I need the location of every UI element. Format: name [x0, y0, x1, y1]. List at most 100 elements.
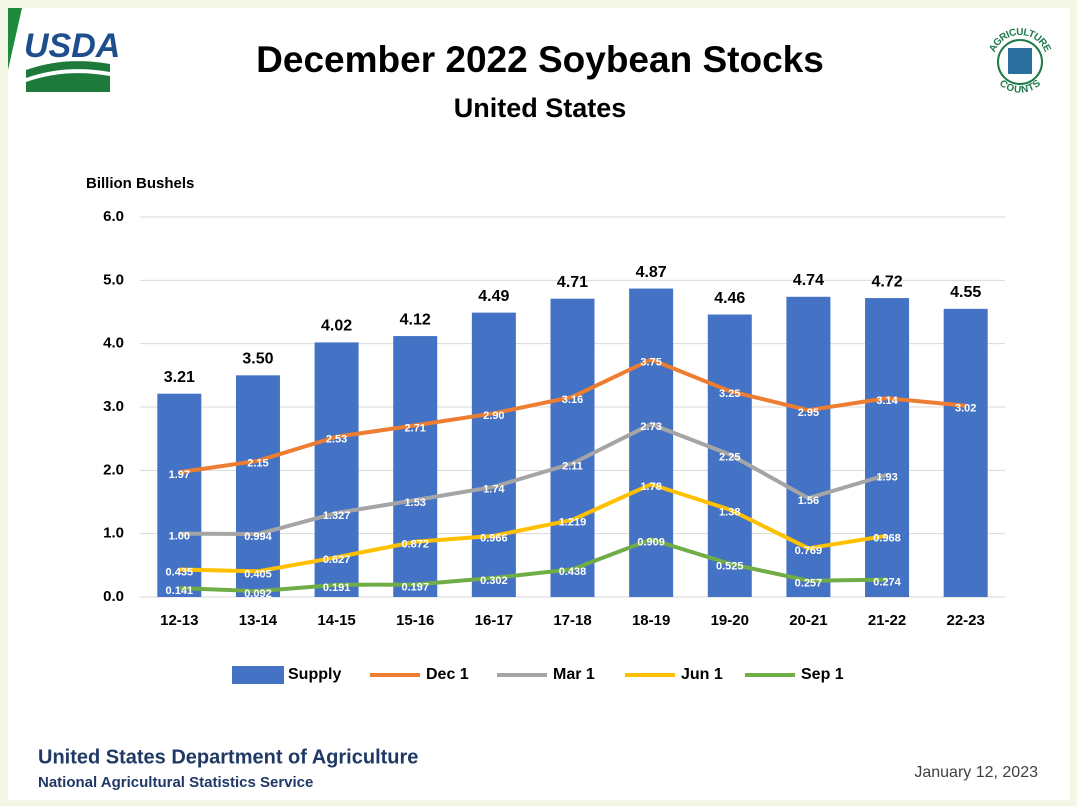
bar-value-label: 4.74 — [793, 272, 824, 289]
line-value-label: 2.90 — [483, 410, 504, 422]
y-tick-label: 6.0 — [103, 208, 124, 225]
x-tick-label: 15-16 — [396, 612, 434, 629]
line-value-label: 0.968 — [873, 533, 901, 545]
line-value-label: 1.97 — [169, 469, 190, 481]
bar-value-label: 4.87 — [636, 264, 667, 281]
line-value-label: 0.197 — [401, 581, 429, 593]
line-value-label: 1.56 — [798, 495, 819, 507]
line-value-label: 3.25 — [719, 388, 740, 400]
x-tick-label: 16-17 — [475, 612, 513, 629]
badge-bottom-path: COUNTS — [997, 78, 1043, 96]
line-value-label: 1.327 — [323, 510, 351, 522]
chart-title: December 2022 Soybean Stocks — [256, 39, 824, 80]
y-axis-label: Billion Bushels — [86, 175, 194, 192]
line-value-label: 0.966 — [480, 533, 508, 545]
bar — [393, 336, 438, 597]
y-tick-label: 3.0 — [103, 398, 124, 415]
line-value-label: 0.302 — [480, 575, 508, 587]
bar — [157, 393, 202, 597]
x-tick-label: 18-19 — [632, 612, 670, 629]
bar — [865, 298, 910, 597]
corner-accent — [8, 8, 22, 70]
line-value-label: 2.73 — [640, 421, 661, 433]
x-tick-label: 17-18 — [553, 612, 591, 629]
line-value-label: 0.627 — [323, 554, 351, 566]
bar — [235, 375, 280, 597]
bar — [943, 308, 988, 597]
x-tick-label: 22-23 — [946, 612, 984, 629]
legend-swatch — [232, 666, 284, 684]
line-value-label: 0.435 — [166, 566, 194, 578]
line-value-label: 0.191 — [323, 582, 351, 594]
line — [179, 537, 888, 594]
line-value-label: 0.274 — [873, 577, 901, 589]
legend-label: Jun 1 — [681, 666, 723, 683]
footer-department: United States Department of Agriculture — [38, 746, 418, 768]
x-tick-label: 19-20 — [711, 612, 749, 629]
bar-value-label: 3.50 — [242, 351, 273, 368]
x-tick-label: 12-13 — [160, 612, 198, 629]
line-value-label: 2.71 — [405, 422, 426, 434]
bar — [629, 288, 674, 597]
y-tick-label: 5.0 — [103, 271, 124, 288]
x-tick-label: 13-14 — [239, 612, 278, 629]
line-value-label: 3.02 — [955, 403, 976, 415]
footer-service: National Agricultural Statistics Service — [38, 774, 313, 791]
line-value-label: 0.405 — [244, 568, 272, 580]
y-tick-label: 4.0 — [103, 335, 124, 352]
logo-swoosh — [26, 73, 110, 92]
line-value-label: 0.994 — [244, 531, 272, 543]
line-value-label: 3.14 — [876, 395, 898, 407]
legend-label: Dec 1 — [426, 666, 469, 683]
line-value-label: 2.11 — [562, 460, 583, 472]
y-tick-label: 1.0 — [103, 525, 124, 542]
line-value-label: 1.00 — [169, 531, 190, 543]
legend-label: Mar 1 — [553, 666, 595, 683]
badge-bottom-text: COUNTS — [997, 78, 1043, 96]
bar-value-label: 4.71 — [557, 274, 588, 291]
line-value-label: 2.53 — [326, 434, 347, 446]
legend-label: Sep 1 — [801, 666, 844, 683]
y-tick-label: 0.0 — [103, 588, 124, 605]
bar-value-label: 4.55 — [950, 284, 981, 301]
x-tick-label: 14-15 — [317, 612, 355, 629]
line-value-label: 1.93 — [876, 472, 897, 484]
chart-subtitle: United States — [454, 93, 627, 123]
y-tick-label: 2.0 — [103, 461, 124, 478]
line-value-label: 2.25 — [719, 451, 740, 463]
badge-silo — [1008, 48, 1032, 74]
line-value-label: 1.78 — [640, 481, 661, 493]
line-value-label: 1.53 — [405, 497, 426, 509]
line-value-label: 0.092 — [244, 588, 272, 600]
x-tick-label: 20-21 — [789, 612, 827, 629]
bar — [471, 312, 516, 597]
bar-value-label: 3.21 — [164, 369, 195, 386]
line-value-label: 2.15 — [247, 458, 268, 470]
logo-text: USDA — [24, 27, 120, 65]
line — [179, 482, 888, 574]
line-value-label: 0.769 — [795, 545, 823, 557]
line-value-label: 1.38 — [719, 507, 740, 519]
bar-value-label: 4.72 — [871, 273, 902, 290]
line — [179, 357, 966, 475]
line-value-label: 3.16 — [562, 394, 583, 406]
line — [179, 422, 888, 537]
line-value-label: 0.872 — [401, 539, 429, 551]
legend-label: Supply — [288, 666, 341, 683]
line-value-label: 2.95 — [798, 407, 819, 419]
bar-value-label: 4.46 — [714, 290, 745, 307]
line-value-label: 3.75 — [640, 356, 661, 368]
bar — [550, 298, 595, 597]
line-value-label: 0.257 — [795, 578, 823, 590]
usda-logo: USDA — [24, 27, 120, 92]
bar-value-label: 4.12 — [400, 311, 431, 328]
bar-value-label: 4.02 — [321, 318, 352, 335]
bar-value-label: 4.49 — [478, 288, 509, 305]
footer-date: January 12, 2023 — [914, 764, 1038, 781]
line-value-label: 1.219 — [559, 517, 587, 529]
line-value-label: 0.909 — [637, 536, 665, 548]
line-value-label: 0.525 — [716, 561, 744, 573]
logo-swoosh — [26, 61, 110, 78]
x-tick-label: 21-22 — [868, 612, 906, 629]
